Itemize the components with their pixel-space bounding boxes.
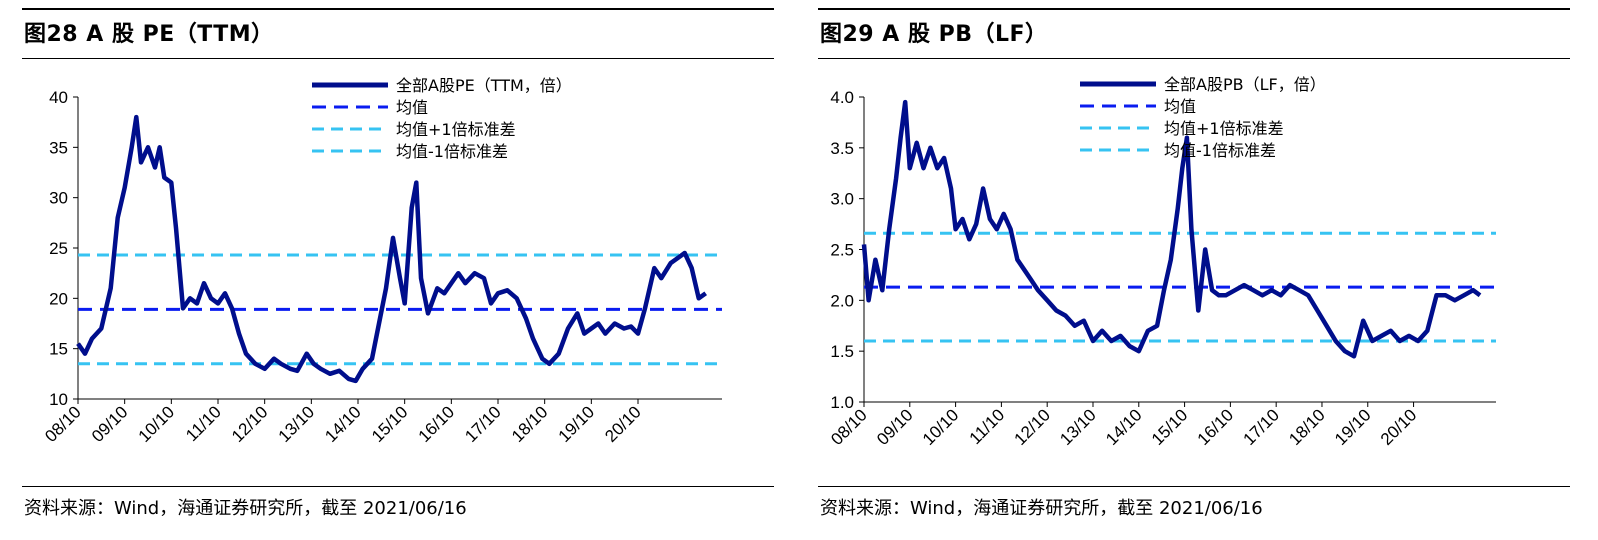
legend-label: 均值: [1164, 97, 1196, 116]
y-tick-label: 2.5: [830, 241, 854, 260]
legend-label: 全部A股PB（LF，倍）: [1164, 75, 1326, 94]
top-rule: [818, 8, 1570, 10]
x-tick-label: 18/10: [508, 402, 552, 446]
source-note: 资料来源：Wind，海通证券研究所，截至 2021/06/16: [24, 498, 467, 519]
y-tick-label: 10: [49, 390, 68, 409]
legend-label: 全部A股PE（TTM，倍）: [396, 76, 572, 95]
x-tick-label: 11/10: [182, 402, 225, 445]
top-rule: [22, 8, 774, 10]
x-tick-label: 16/10: [415, 402, 459, 446]
pb-chart-panel: 图29 A 股 PB（LF） 4.0 3.5 3.0 2.5 2.0 1.5 1.0 08/1…: [818, 0, 1570, 540]
legend-label: 均值+1倍标准差: [1164, 119, 1284, 138]
y-tick-label: 25: [49, 239, 68, 258]
x-tick-label: 19/10: [555, 402, 599, 446]
x-tick-label: 15/10: [368, 402, 412, 446]
y-tick-label: 4.0: [830, 88, 854, 107]
pe-chart-panel: 图28 A 股 PE（TTM） 40 35 30 25 20 15 10 08/10 09/10…: [22, 0, 774, 540]
x-tick-label: 14/10: [1102, 405, 1146, 449]
figure-title: 图29 A 股 PB（LF）: [820, 22, 1048, 47]
legend-label: 均值-1倍标准差: [396, 142, 508, 161]
x-tick-label: 19/10: [1331, 405, 1375, 449]
title-rule: [22, 58, 774, 59]
y-tick-label: 35: [49, 138, 68, 157]
x-tick-label: 20/10: [601, 402, 645, 446]
x-tick-label: 18/10: [1285, 405, 1329, 449]
x-tick-label: 13/10: [1056, 405, 1100, 449]
title-rule: [818, 58, 1570, 59]
x-tick-label: 13/10: [275, 402, 319, 446]
x-tick-label: 12/10: [1010, 405, 1054, 449]
y-tick-label: 20: [49, 289, 68, 308]
y-tick-label: 3.0: [830, 190, 854, 209]
y-tick-label: 3.5: [830, 139, 854, 158]
legend-label: 均值+1倍标准差: [396, 120, 516, 139]
x-tick-label: 14/10: [321, 402, 365, 446]
x-tick-label: 12/10: [228, 402, 272, 446]
x-tick-label: 11/10: [966, 405, 1009, 448]
figure-title: 图28 A 股 PE（TTM）: [24, 22, 274, 47]
y-tick-label: 2.0: [830, 291, 854, 310]
x-tick-label: 17/10: [1239, 405, 1283, 449]
y-tick-label: 1.0: [830, 393, 854, 412]
x-tick-label: 10/10: [919, 405, 963, 449]
x-tick-label: 20/10: [1377, 405, 1421, 449]
x-tick-label: 09/10: [873, 405, 917, 449]
x-tick-label: 16/10: [1194, 405, 1238, 449]
x-tick-label: 10/10: [135, 402, 179, 446]
series-line: [76, 114, 708, 384]
series-line: [861, 99, 1482, 359]
pb-line-chart: 4.03.53.02.52.01.51.008/10 09/10 10/10 11/1…: [827, 75, 1496, 449]
y-tick-label: 1.5: [830, 342, 854, 361]
x-tick-label: 09/10: [88, 402, 132, 446]
legend-label: 均值: [396, 98, 428, 117]
legend-label: 均值-1倍标准差: [1164, 141, 1276, 160]
bottom-rule: [818, 486, 1570, 487]
bottom-rule: [22, 486, 774, 487]
y-tick-label: 15: [49, 340, 68, 359]
x-tick-label: 17/10: [461, 402, 505, 446]
y-tick-label: 30: [49, 189, 68, 208]
y-tick-label: 40: [49, 88, 68, 107]
x-tick-label: 15/10: [1148, 405, 1192, 449]
source-note: 资料来源：Wind，海通证券研究所，截至 2021/06/16: [820, 498, 1263, 519]
